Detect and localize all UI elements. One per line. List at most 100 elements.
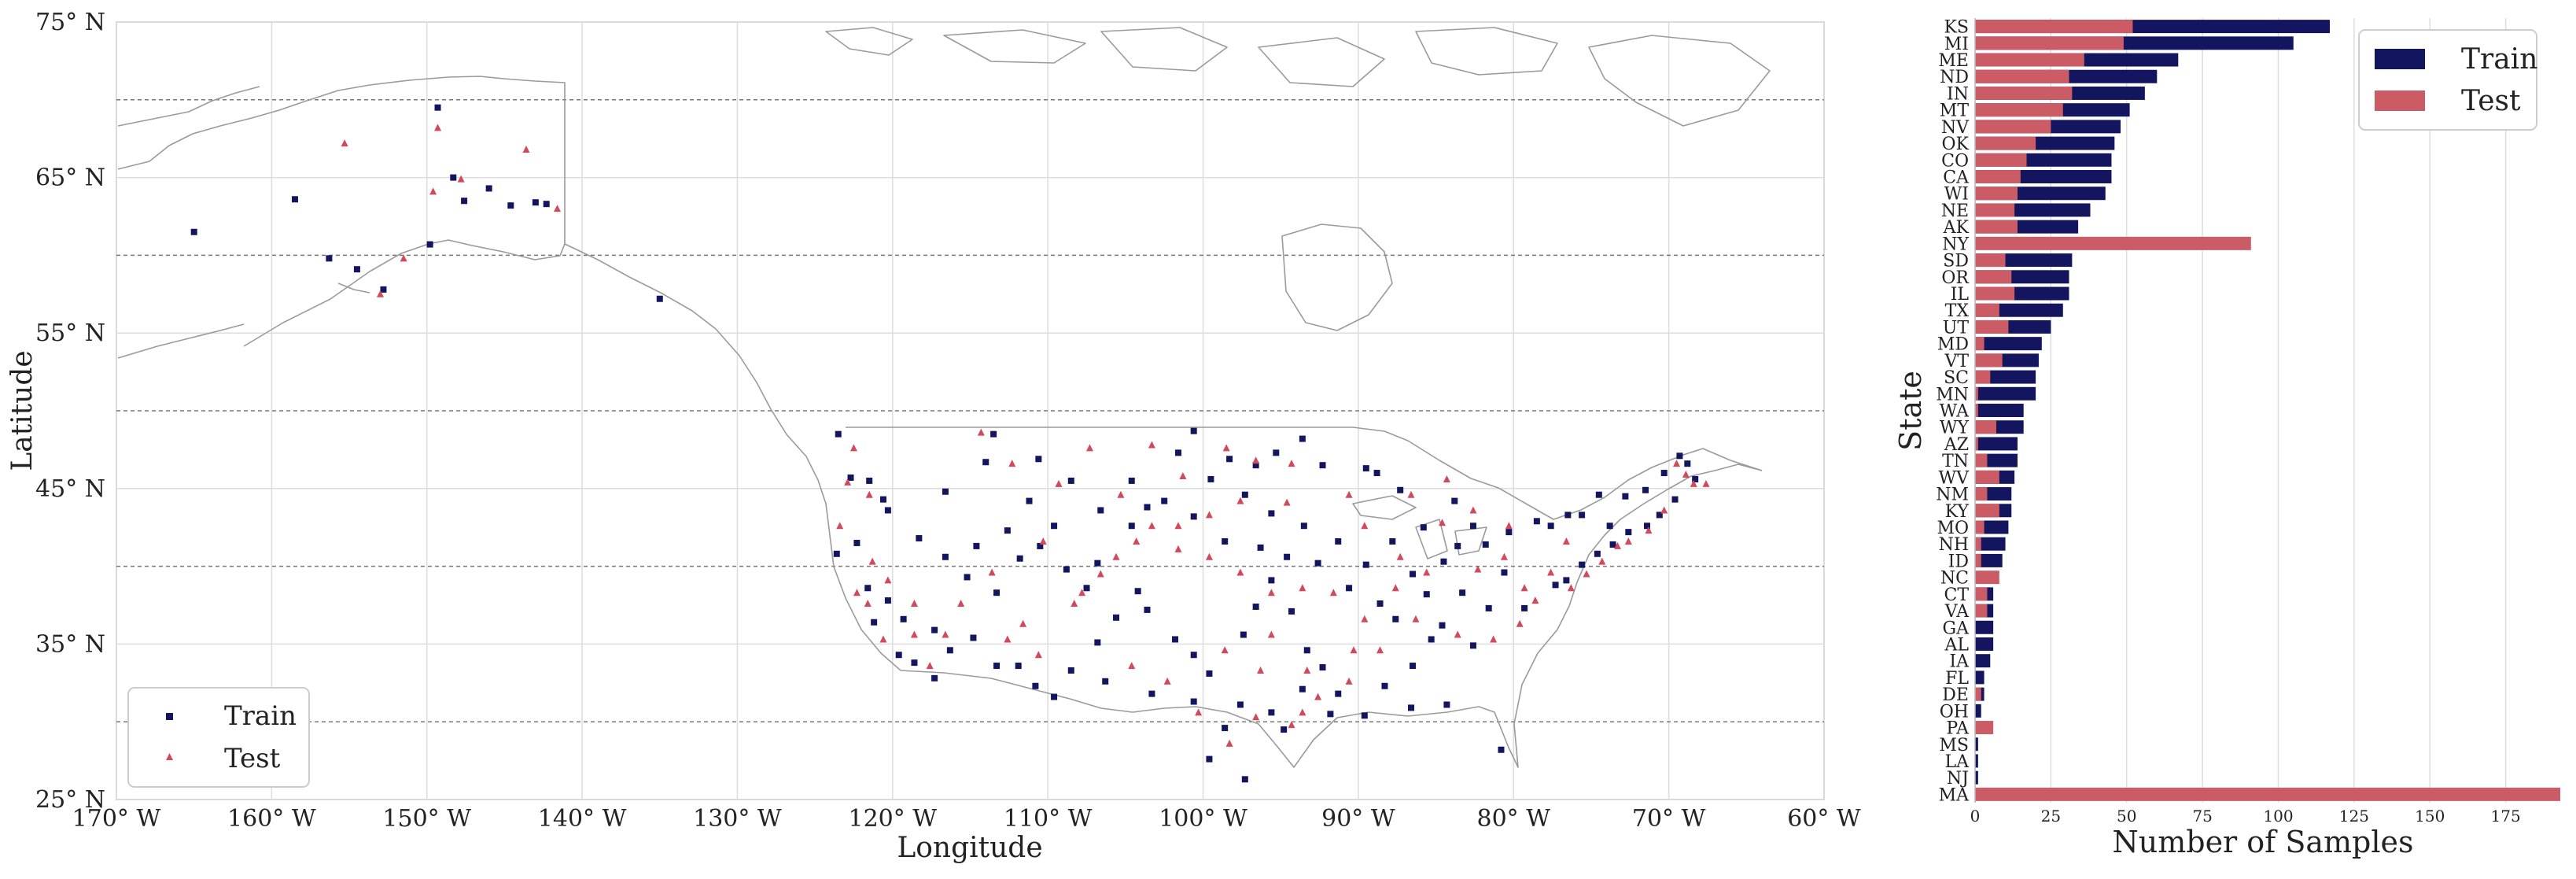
bar-test-sd [1975, 253, 2006, 268]
bar-category-label: MI [1944, 35, 1969, 54]
map-point-train [1172, 636, 1179, 643]
map-point-train [1408, 704, 1415, 711]
bar-train-la [1975, 754, 1978, 768]
map-point-train [1148, 690, 1155, 697]
map-point-test [1128, 662, 1136, 670]
bar-test-wa [1975, 404, 1978, 417]
bar-category-label: DE [1942, 685, 1969, 705]
map-point-test [1112, 552, 1120, 560]
map-point-train [1335, 690, 1342, 697]
bar-train-wa [1975, 404, 2024, 417]
map-point-train [1439, 622, 1446, 629]
map-point-train [1376, 600, 1384, 608]
bar-category-label: VA [1944, 602, 1970, 622]
bar-x-tick-label: 100 [2263, 807, 2293, 825]
map-point-train [1102, 678, 1109, 685]
map-point-train [1190, 698, 1197, 705]
map-point-test [1148, 522, 1155, 530]
bar-x-tick-label: 50 [2117, 807, 2136, 825]
map-point-test [1516, 619, 1524, 627]
map-point-test [1117, 490, 1125, 498]
map-point-test [1008, 460, 1016, 467]
map-point-test [1236, 568, 1244, 576]
map-point-train [1469, 523, 1476, 530]
map-point-test [849, 444, 857, 452]
map-point-train [835, 430, 842, 438]
legend-test-marker [166, 753, 173, 760]
bar-legend: Train Test [2358, 29, 2537, 131]
map-point-test [1660, 506, 1668, 514]
map-point-test [1078, 589, 1086, 596]
map-point-train [1303, 647, 1310, 654]
bar-test-ok [1975, 136, 2036, 150]
map-point-train [1051, 523, 1058, 530]
map-x-tick-label: 70° W [1632, 805, 1706, 833]
map-points [190, 104, 1710, 783]
map-x-axis-label: Longitude [897, 832, 1042, 864]
map-point-train [871, 619, 878, 626]
legend-train-marker [166, 713, 173, 720]
map-point-train [1314, 560, 1321, 567]
map-point-train [847, 474, 854, 481]
map-point-train [946, 647, 953, 654]
map-point-train [1094, 560, 1101, 567]
map-point-train [1505, 529, 1513, 536]
map-point-train [1190, 513, 1197, 520]
map-point-train [1268, 577, 1275, 584]
map-point-train [1373, 470, 1380, 477]
bar-x-axis-label: Number of Samples [2112, 825, 2413, 859]
map-point-test [1562, 537, 1570, 545]
map-point-train [1035, 456, 1042, 463]
map-point-train [1684, 460, 1691, 467]
map-point-train [1563, 577, 1570, 584]
bar-test-ny [1975, 236, 2251, 250]
map-point-train [1134, 588, 1141, 595]
bar-category-label: KS [1944, 18, 1969, 38]
bar-test-mn [1975, 386, 1978, 401]
map-point-train [1083, 585, 1090, 592]
map-x-ticks: 170° W 160° W 150° W 140° W 130° W 120° W 110°… [72, 805, 1861, 833]
map-point-test [1531, 596, 1539, 604]
bar-test-ma [1975, 787, 2560, 801]
bar-category-label: NE [1941, 201, 1969, 221]
map-point-train [884, 597, 891, 604]
map-y-tick-label: 75° N [35, 9, 105, 36]
map-point-train [1440, 558, 1447, 565]
map-point-test [853, 589, 861, 596]
map-point-test [926, 662, 934, 670]
map-point-train [1625, 529, 1632, 536]
map-point-test [1469, 506, 1477, 514]
map-point-test [942, 630, 949, 638]
bar-category-label: VT [1944, 352, 1969, 371]
map-point-train [1094, 639, 1101, 646]
map-y-axis-label: Latitude [6, 350, 39, 471]
bar-category-label: OR [1941, 268, 1970, 288]
map-point-test [1071, 600, 1078, 608]
map-point-train [1128, 477, 1135, 484]
map-point-test [1148, 441, 1155, 449]
map-point-test [1133, 537, 1141, 545]
bar-category-label: IL [1951, 285, 1970, 305]
map-point-test [836, 522, 844, 530]
map-point-train [1257, 544, 1264, 551]
map-point-test [957, 600, 965, 608]
map-legend-box [127, 687, 310, 788]
map-point-train [1409, 571, 1416, 578]
map-point-train [1397, 486, 1404, 493]
bar-category-label: NH [1939, 535, 1969, 555]
map-point-test [429, 187, 437, 195]
map-point-test [1267, 630, 1275, 638]
bar-x-tick-label: 175 [2491, 807, 2521, 825]
bar-x-ticks: 0 25 50 75 100 125 150 175 [1970, 807, 2521, 825]
map-point-test [1361, 522, 1369, 530]
map-point-train [1144, 606, 1151, 613]
map-point-test [1222, 444, 1230, 452]
map-point-train [1692, 475, 1699, 482]
map-point-test [1702, 479, 1710, 487]
map-y-tick-label: 65° N [35, 164, 105, 192]
map-point-train [1485, 604, 1492, 611]
map-point-test [1345, 490, 1353, 498]
bar-category-label: SD [1943, 252, 1969, 271]
bar-category-label: CO [1941, 151, 1969, 171]
